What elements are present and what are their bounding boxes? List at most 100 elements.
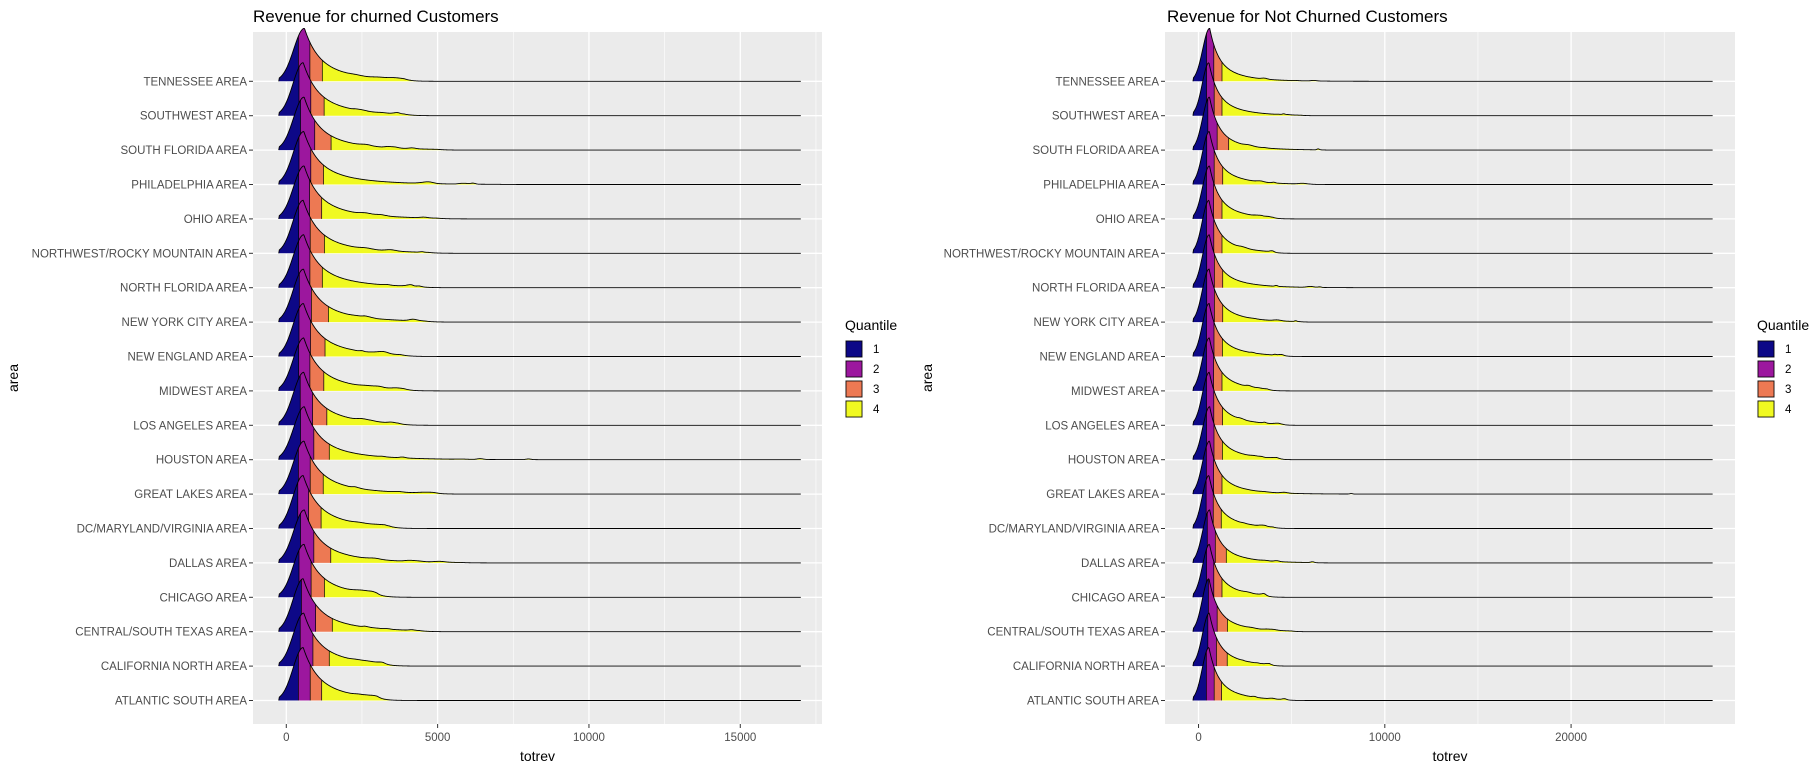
quantile-1-fill bbox=[1192, 135, 1207, 185]
quantile-3-fill bbox=[308, 489, 322, 529]
y-tick-label: DC/MARYLAND/VIRGINIA AREA bbox=[77, 524, 248, 536]
ridge-new-england-area bbox=[278, 303, 801, 357]
y-tick-label: TENNESSEE AREA bbox=[143, 76, 247, 88]
quantile-3-fill bbox=[315, 604, 333, 632]
y-tick-label: OHIO AREA bbox=[1096, 214, 1160, 226]
quantile-3-fill bbox=[1214, 253, 1223, 288]
density-outline bbox=[278, 62, 801, 117]
ridge-south-florida-area bbox=[278, 96, 801, 151]
quantile-3-fill bbox=[312, 392, 327, 426]
density-outline bbox=[278, 130, 801, 185]
quantile-3-fill bbox=[1213, 219, 1222, 254]
density-outline bbox=[1192, 337, 1713, 392]
x-tick-label: 10000 bbox=[573, 732, 605, 744]
quantile-3-fill bbox=[311, 561, 325, 598]
x-tick-label: 5000 bbox=[425, 732, 451, 744]
density-outline bbox=[278, 234, 801, 289]
y-tick-label: OHIO AREA bbox=[184, 214, 248, 226]
quantile-4-fill bbox=[324, 97, 801, 116]
y-tick-label: NORTHWEST/ROCKY MOUNTAIN AREA bbox=[32, 248, 248, 260]
y-tick-label: CENTRAL/SOUTH TEXAS AREA bbox=[75, 627, 247, 639]
density-outline bbox=[1192, 509, 1713, 564]
y-tick-label: CHICAGO AREA bbox=[159, 592, 247, 604]
legend-item-2: 2 bbox=[845, 360, 879, 378]
density-outline bbox=[1192, 406, 1713, 461]
quantile-4-fill bbox=[330, 548, 801, 563]
quantile-1-fill bbox=[278, 410, 301, 460]
quantile-1-fill bbox=[278, 343, 299, 391]
density-outline bbox=[1192, 543, 1713, 598]
quantile-4-fill bbox=[328, 306, 801, 323]
density-outline bbox=[1192, 165, 1713, 220]
quantile-1-fill bbox=[278, 448, 299, 495]
density-outline bbox=[278, 371, 801, 426]
density-outline bbox=[278, 165, 801, 220]
quantile-4-fill bbox=[332, 618, 801, 632]
legend-label: 3 bbox=[873, 384, 879, 396]
quantile-3-fill bbox=[1217, 122, 1229, 151]
density-outline bbox=[278, 96, 801, 151]
quantile-1-fill bbox=[1192, 307, 1207, 357]
quantile-1-fill bbox=[278, 100, 301, 151]
quantile-4-fill bbox=[1221, 681, 1713, 701]
density-outline bbox=[278, 474, 801, 529]
x-tick-label: 10000 bbox=[1369, 732, 1401, 744]
chart-title: Revenue for churned Customers bbox=[253, 7, 499, 26]
y-tick-label: ATLANTIC SOUTH AREA bbox=[1027, 696, 1159, 708]
legend: Quantile 1 2 3 4 bbox=[1757, 317, 1809, 418]
x-tick-label: 0 bbox=[1195, 732, 1201, 744]
quantile-1-fill bbox=[278, 616, 301, 667]
quantile-4-fill bbox=[322, 267, 801, 288]
ridge-california-north-area bbox=[1192, 612, 1713, 667]
density-outline bbox=[278, 406, 801, 461]
ridge-midwest-area bbox=[278, 337, 801, 392]
quantile-3-fill bbox=[1217, 605, 1228, 632]
density-outline bbox=[278, 337, 801, 392]
density-outline bbox=[1192, 371, 1713, 426]
ridge-ohio-area bbox=[278, 165, 801, 220]
quantile-3-fill bbox=[310, 456, 324, 495]
legend-item-2: 2 bbox=[1757, 360, 1791, 378]
legend-item-3: 3 bbox=[845, 380, 879, 398]
quantile-1-fill bbox=[1192, 203, 1207, 254]
density-outline bbox=[278, 612, 801, 667]
x-tick-label: 20000 bbox=[1555, 732, 1587, 744]
density-outline bbox=[278, 543, 801, 598]
quantile-3-fill bbox=[311, 287, 329, 323]
y-tick-label: DALLAS AREA bbox=[169, 558, 247, 570]
density-outline bbox=[1192, 474, 1713, 529]
quantile-3-fill bbox=[309, 179, 322, 219]
y-tick-label: LOS ANGELES AREA bbox=[133, 420, 247, 432]
density-outline bbox=[278, 509, 801, 564]
quantile-3-fill bbox=[1216, 637, 1228, 667]
quantile-3-fill bbox=[313, 428, 330, 460]
y-axis-label: area bbox=[5, 364, 21, 392]
y-tick-label: NEW YORK CITY AREA bbox=[122, 317, 248, 329]
ridge-southwest-area bbox=[278, 62, 801, 117]
quantile-3-fill bbox=[1214, 667, 1222, 701]
y-tick-label: TENNESSEE AREA bbox=[1055, 76, 1159, 88]
y-tick-label: GREAT LAKES AREA bbox=[1046, 489, 1159, 501]
x-axis-label: totrev bbox=[1432, 748, 1467, 764]
y-tick-label: MIDWEST AREA bbox=[1071, 386, 1159, 398]
y-tick-label: SOUTH FLORIDA AREA bbox=[1032, 145, 1159, 157]
quantile-4-fill bbox=[326, 408, 801, 426]
quantile-3-fill bbox=[312, 633, 330, 667]
ridge-central-south-texas-area bbox=[278, 578, 801, 633]
density-outline bbox=[278, 646, 801, 701]
quantile-1-fill bbox=[1192, 238, 1207, 288]
density-outline bbox=[278, 268, 801, 323]
quantile-1-fill bbox=[278, 240, 299, 288]
y-tick-label: SOUTHWEST AREA bbox=[140, 111, 247, 123]
quantile-3-fill bbox=[310, 148, 324, 185]
y-tick-label: PHILADELPHIA AREA bbox=[131, 180, 247, 192]
legend-item-1: 1 bbox=[845, 340, 879, 358]
quantile-4-fill bbox=[321, 197, 801, 219]
ridge-atlantic-south-area bbox=[278, 646, 801, 701]
density-outline bbox=[1192, 96, 1713, 151]
density-outline bbox=[278, 578, 801, 633]
quantile-1-fill bbox=[278, 375, 301, 426]
legend-key-swatch bbox=[845, 340, 863, 358]
quantile-1-fill bbox=[1192, 549, 1207, 598]
ridge-northwest-rocky-mountain-area bbox=[278, 199, 801, 254]
